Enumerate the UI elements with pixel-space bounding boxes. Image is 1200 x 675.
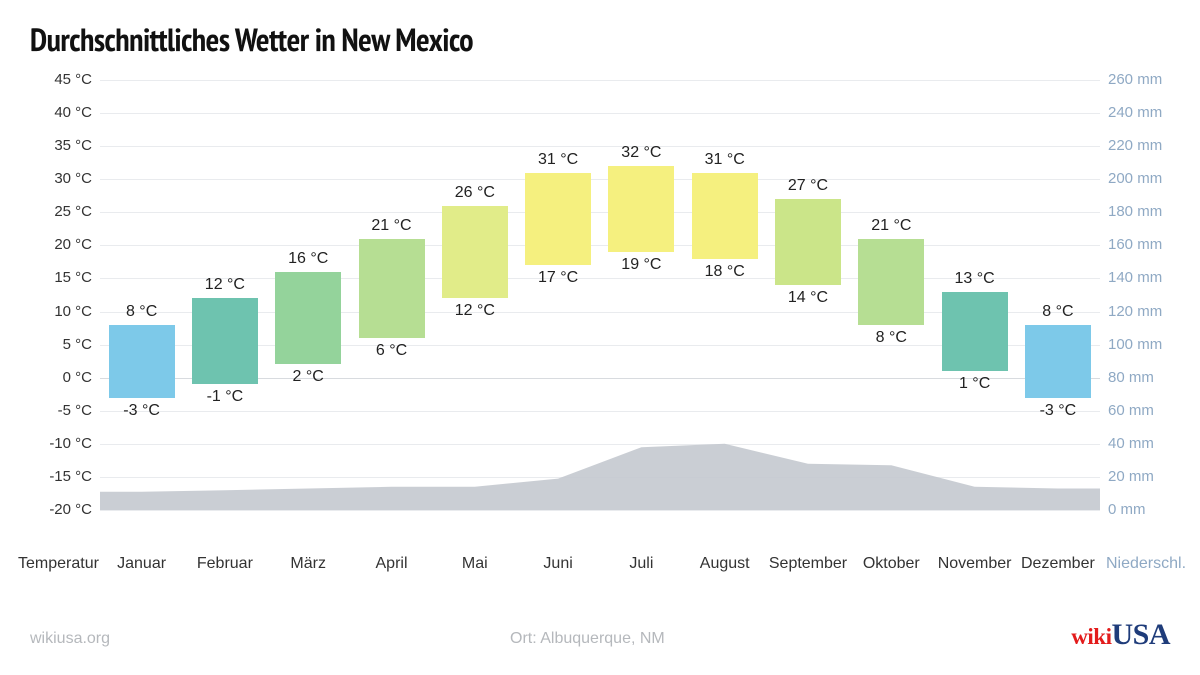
bar-label-low: 8 °C [876,329,907,347]
axis-title-temperature: Temperatur [18,555,99,573]
bar-label-low: 2 °C [293,368,324,386]
y-left-tick: -5 °C [30,402,92,419]
bar-label-high: 32 °C [621,144,661,162]
bar-label-high: 21 °C [871,217,911,235]
x-category: Februar [197,555,253,573]
footer-site-url: wikiusa.org [30,630,110,648]
y-left-tick: 20 °C [30,236,92,253]
bar-label-high: 13 °C [954,270,994,288]
bar-label-low: 19 °C [621,256,661,274]
x-category: Dezember [1021,555,1095,573]
x-category: Juni [543,555,572,573]
temp-bar [275,272,341,365]
x-category: März [290,555,326,573]
y-left-tick: 0 °C [30,369,92,386]
temp-bar [608,166,674,252]
y-right-tick: 240 mm [1108,104,1162,121]
temp-bar [942,292,1008,371]
temp-bar [775,199,841,285]
y-right-tick: 200 mm [1108,170,1162,187]
x-category: November [938,555,1012,573]
bar-label-high: 27 °C [788,177,828,195]
bar-label-high: 31 °C [705,151,745,169]
y-left-tick: 45 °C [30,71,92,88]
x-category: Januar [117,555,166,573]
brand-usa-text: USA [1111,618,1170,651]
bar-label-low: 6 °C [376,342,407,360]
y-left-tick: -15 °C [30,468,92,485]
bar-label-high: 16 °C [288,250,328,268]
bar-label-high: 26 °C [455,184,495,202]
brand-wiki-text: wiki [1071,624,1111,649]
bar-label-low: 1 °C [959,375,990,393]
y-left-tick: 40 °C [30,104,92,121]
axis-title-precipitation: Niederschl. [1106,555,1186,573]
bar-label-low: 17 °C [538,269,578,287]
y-left-tick: 35 °C [30,137,92,154]
y-right-tick: 140 mm [1108,269,1162,286]
x-category: Oktober [863,555,920,573]
chart-plot-area: -20 °C-15 °C-10 °C-5 °C0 °C5 °C10 °C15 °… [100,80,1100,510]
y-right-tick: 0 mm [1108,501,1146,518]
temp-bar [359,239,425,338]
y-left-tick: 25 °C [30,203,92,220]
bar-label-high: 21 °C [371,217,411,235]
footer-location: Ort: Albuquerque, NM [510,630,665,648]
y-right-tick: 160 mm [1108,236,1162,253]
y-right-tick: 120 mm [1108,303,1162,320]
grid-line [100,510,1100,511]
y-right-tick: 220 mm [1108,137,1162,154]
x-category: September [769,555,847,573]
bar-label-low: 12 °C [455,302,495,320]
temp-bar [109,325,175,398]
bar-label-low: -3 °C [1040,402,1077,420]
x-category: August [700,555,750,573]
x-category: Mai [462,555,488,573]
x-category: Juli [629,555,653,573]
y-right-tick: 180 mm [1108,203,1162,220]
y-left-tick: -20 °C [30,501,92,518]
y-right-tick: 80 mm [1108,369,1154,386]
y-left-tick: -10 °C [30,435,92,452]
y-right-tick: 40 mm [1108,435,1154,452]
bar-label-low: -3 °C [123,402,160,420]
y-right-tick: 60 mm [1108,402,1154,419]
y-left-tick: 15 °C [30,269,92,286]
bar-label-low: 14 °C [788,289,828,307]
y-right-tick: 260 mm [1108,71,1162,88]
bar-label-low: -1 °C [207,388,244,406]
bar-label-high: 12 °C [205,276,245,294]
temp-bar [858,239,924,325]
bar-label-low: 18 °C [705,263,745,281]
y-left-tick: 30 °C [30,170,92,187]
page-title: Durchschnittliches Wetter in New Mexico [30,18,473,60]
temp-bar [442,206,508,299]
bar-label-high: 31 °C [538,151,578,169]
y-right-tick: 100 mm [1108,336,1162,353]
temp-bar [525,173,591,266]
temp-bar [192,298,258,384]
brand-logo: wikiUSA [1071,618,1170,652]
temp-bar [692,173,758,259]
temp-bar [1025,325,1091,398]
bar-label-high: 8 °C [126,303,157,321]
y-left-tick: 5 °C [30,336,92,353]
y-right-tick: 20 mm [1108,468,1154,485]
bar-label-high: 8 °C [1042,303,1073,321]
x-category: April [375,555,407,573]
y-left-tick: 10 °C [30,303,92,320]
